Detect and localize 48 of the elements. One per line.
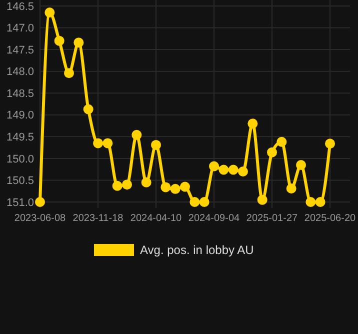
y-tick-label: 147.0 (6, 22, 34, 35)
point (93, 138, 103, 148)
point (83, 104, 94, 114)
y-tick-label: 148.5 (6, 88, 34, 100)
point (160, 182, 171, 192)
point (248, 118, 258, 129)
point (44, 8, 55, 18)
point (102, 138, 113, 148)
point (325, 138, 335, 149)
y-tick-label: 149.0 (6, 110, 34, 122)
point (74, 38, 84, 48)
x-tick-label: 2024-09-04 (188, 213, 240, 224)
x-tick-label: 2024-04-10 (130, 213, 182, 224)
point (315, 197, 326, 207)
point (228, 164, 238, 175)
point (209, 161, 219, 172)
point (122, 180, 132, 190)
point (190, 197, 200, 207)
point (199, 197, 210, 207)
x-tick-label: 2023-06-08 (14, 213, 66, 224)
point (170, 184, 180, 194)
point (54, 36, 64, 46)
y-tick-label: 151.0 (6, 196, 34, 209)
y-tick-label: 150.5 (6, 175, 34, 188)
point (35, 197, 45, 207)
point (238, 166, 248, 177)
point (64, 68, 74, 78)
point (151, 140, 161, 150)
point (257, 194, 268, 205)
x-tick-label: 2025-06-20 (304, 213, 356, 224)
y-tick-label: 146.5 (6, 0, 34, 13)
point (112, 180, 122, 191)
point (267, 147, 277, 158)
point (218, 164, 229, 175)
legend-label: Avg. pos. in lobby AU (140, 243, 254, 258)
point (296, 160, 306, 170)
y-tick-label: 147.5 (6, 44, 34, 56)
point (180, 182, 190, 192)
y-tick-label: 149.5 (6, 132, 34, 144)
x-tick-label: 2025-01-27 (246, 213, 298, 224)
point (276, 136, 287, 147)
point (141, 177, 152, 188)
point (132, 130, 142, 140)
point (306, 197, 316, 207)
y-tick-label: 150.0 (6, 153, 34, 166)
point (286, 184, 296, 194)
y-tick-label: 148.0 (6, 66, 34, 78)
x-tick-label: 2023-11-18 (72, 213, 124, 224)
